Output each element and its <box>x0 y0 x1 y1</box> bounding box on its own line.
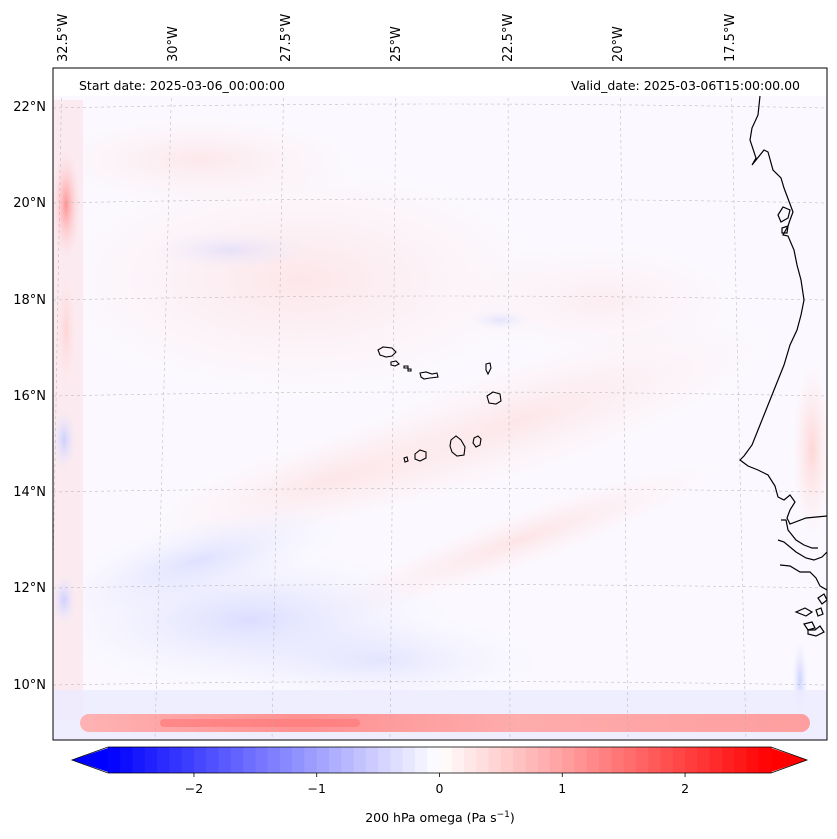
colorbar-cell <box>243 747 256 773</box>
valid-date-label: Valid_date: 2025-03-06T15:00:00.00 <box>571 78 800 93</box>
colorbar-outline <box>70 746 809 774</box>
colorbar-cell <box>218 747 232 773</box>
colorbar-extend-high <box>771 748 807 772</box>
colorbar-cell <box>451 747 465 773</box>
lon-label: 20°W <box>611 26 626 62</box>
colorbar-cell <box>758 747 772 773</box>
colorbar-cell <box>144 747 158 773</box>
lon-label: 27.5°W <box>279 14 294 62</box>
colorbar-tick-label: −2 <box>185 781 203 796</box>
colorbar-cell <box>635 747 649 773</box>
colorbar-cell <box>193 747 207 773</box>
lat-label: 18°N <box>13 293 46 308</box>
colorbar-cell <box>611 747 625 773</box>
colorbar-cell <box>353 747 367 773</box>
colorbar-cell <box>562 747 576 773</box>
latitude-labels: 22°N 20°N 18°N 16°N 14°N 12°N 10°N <box>13 100 46 693</box>
colorbar-cell <box>721 747 735 773</box>
start-date-label: Start date: 2025-03-06_00:00:00 <box>79 78 285 93</box>
colorbar-cell <box>709 747 723 773</box>
colorbar-tick-label: 2 <box>681 781 689 796</box>
lon-label: 17.5°W <box>723 14 738 62</box>
lat-label: 12°N <box>13 581 46 596</box>
colorbar-cell <box>648 747 662 773</box>
colorbar-tick-label: 1 <box>558 781 566 796</box>
colorbar-cell <box>365 747 379 773</box>
colorbar-cell <box>623 747 637 773</box>
cape-verde-islands <box>377 346 502 463</box>
lat-label: 10°N <box>13 678 46 693</box>
colorbar-cell <box>378 747 391 773</box>
colorbar-cell <box>550 747 563 773</box>
colorbar-cell <box>500 747 514 773</box>
lon-label: 30°W <box>166 26 181 62</box>
map-frame <box>52 67 828 741</box>
lat-label: 22°N <box>13 100 46 115</box>
colorbar-cell <box>537 747 551 773</box>
colorbar-cell <box>439 747 453 773</box>
colorbar-tick-label: −1 <box>308 781 326 796</box>
colorbar-cell <box>746 747 760 773</box>
longitude-gridlines <box>53 68 747 740</box>
lon-label: 22.5°W <box>501 14 516 62</box>
colorbar-cell <box>108 747 121 773</box>
colorbar-cell <box>586 747 600 773</box>
colorbar-cell <box>574 747 588 773</box>
lat-label: 20°N <box>13 196 46 211</box>
colorbar-cells <box>108 747 772 773</box>
colorbar-cell <box>685 747 698 773</box>
colorbar-cell <box>304 747 318 773</box>
colorbar-cell <box>390 747 404 773</box>
colorbar-ticks: −2 −1 0 1 2 <box>185 773 689 796</box>
colorbar-cell <box>476 747 490 773</box>
colorbar-cell <box>120 747 134 773</box>
colorbar-cell <box>181 747 195 773</box>
colorbar-cell <box>427 747 441 773</box>
colorbar-extend-low <box>72 748 108 772</box>
colorbar-cell <box>599 747 612 773</box>
african-coastline <box>739 95 827 637</box>
colorbar-cell <box>132 747 146 773</box>
colorbar-cell <box>697 747 711 773</box>
colorbar-cell <box>734 747 748 773</box>
lat-label: 14°N <box>13 485 46 500</box>
colorbar-cell <box>169 747 183 773</box>
colorbar-tick-label: 0 <box>436 781 444 796</box>
colorbar-cell <box>230 747 244 773</box>
colorbar-cell <box>488 747 502 773</box>
colorbar-cell <box>672 747 686 773</box>
colorbar-cell <box>464 747 477 773</box>
lat-label: 16°N <box>13 389 46 404</box>
omega-field <box>53 68 827 740</box>
colorbar-cell <box>329 747 342 773</box>
colorbar-cell <box>414 747 428 773</box>
longitude-labels: 32.5°W 30°W 27.5°W 25°W 22.5°W 20°W 17.5… <box>56 14 738 62</box>
colorbar-cell <box>402 747 416 773</box>
lon-label: 25°W <box>389 26 404 62</box>
colorbar: −2 −1 0 1 2 200 hPa omega (Pa s−1) <box>70 746 809 825</box>
colorbar-cell <box>525 747 539 773</box>
colorbar-label: 200 hPa omega (Pa s−1) <box>365 810 515 825</box>
colorbar-cell <box>316 747 330 773</box>
colorbar-cell <box>206 747 220 773</box>
colorbar-cell <box>267 747 281 773</box>
colorbar-cell <box>157 747 170 773</box>
colorbar-cell <box>341 747 355 773</box>
colorbar-cell <box>513 747 527 773</box>
colorbar-cell <box>292 747 306 773</box>
colorbar-cell <box>660 747 674 773</box>
colorbar-cell <box>279 747 293 773</box>
colorbar-cell <box>255 747 269 773</box>
lon-label: 32.5°W <box>56 14 71 62</box>
